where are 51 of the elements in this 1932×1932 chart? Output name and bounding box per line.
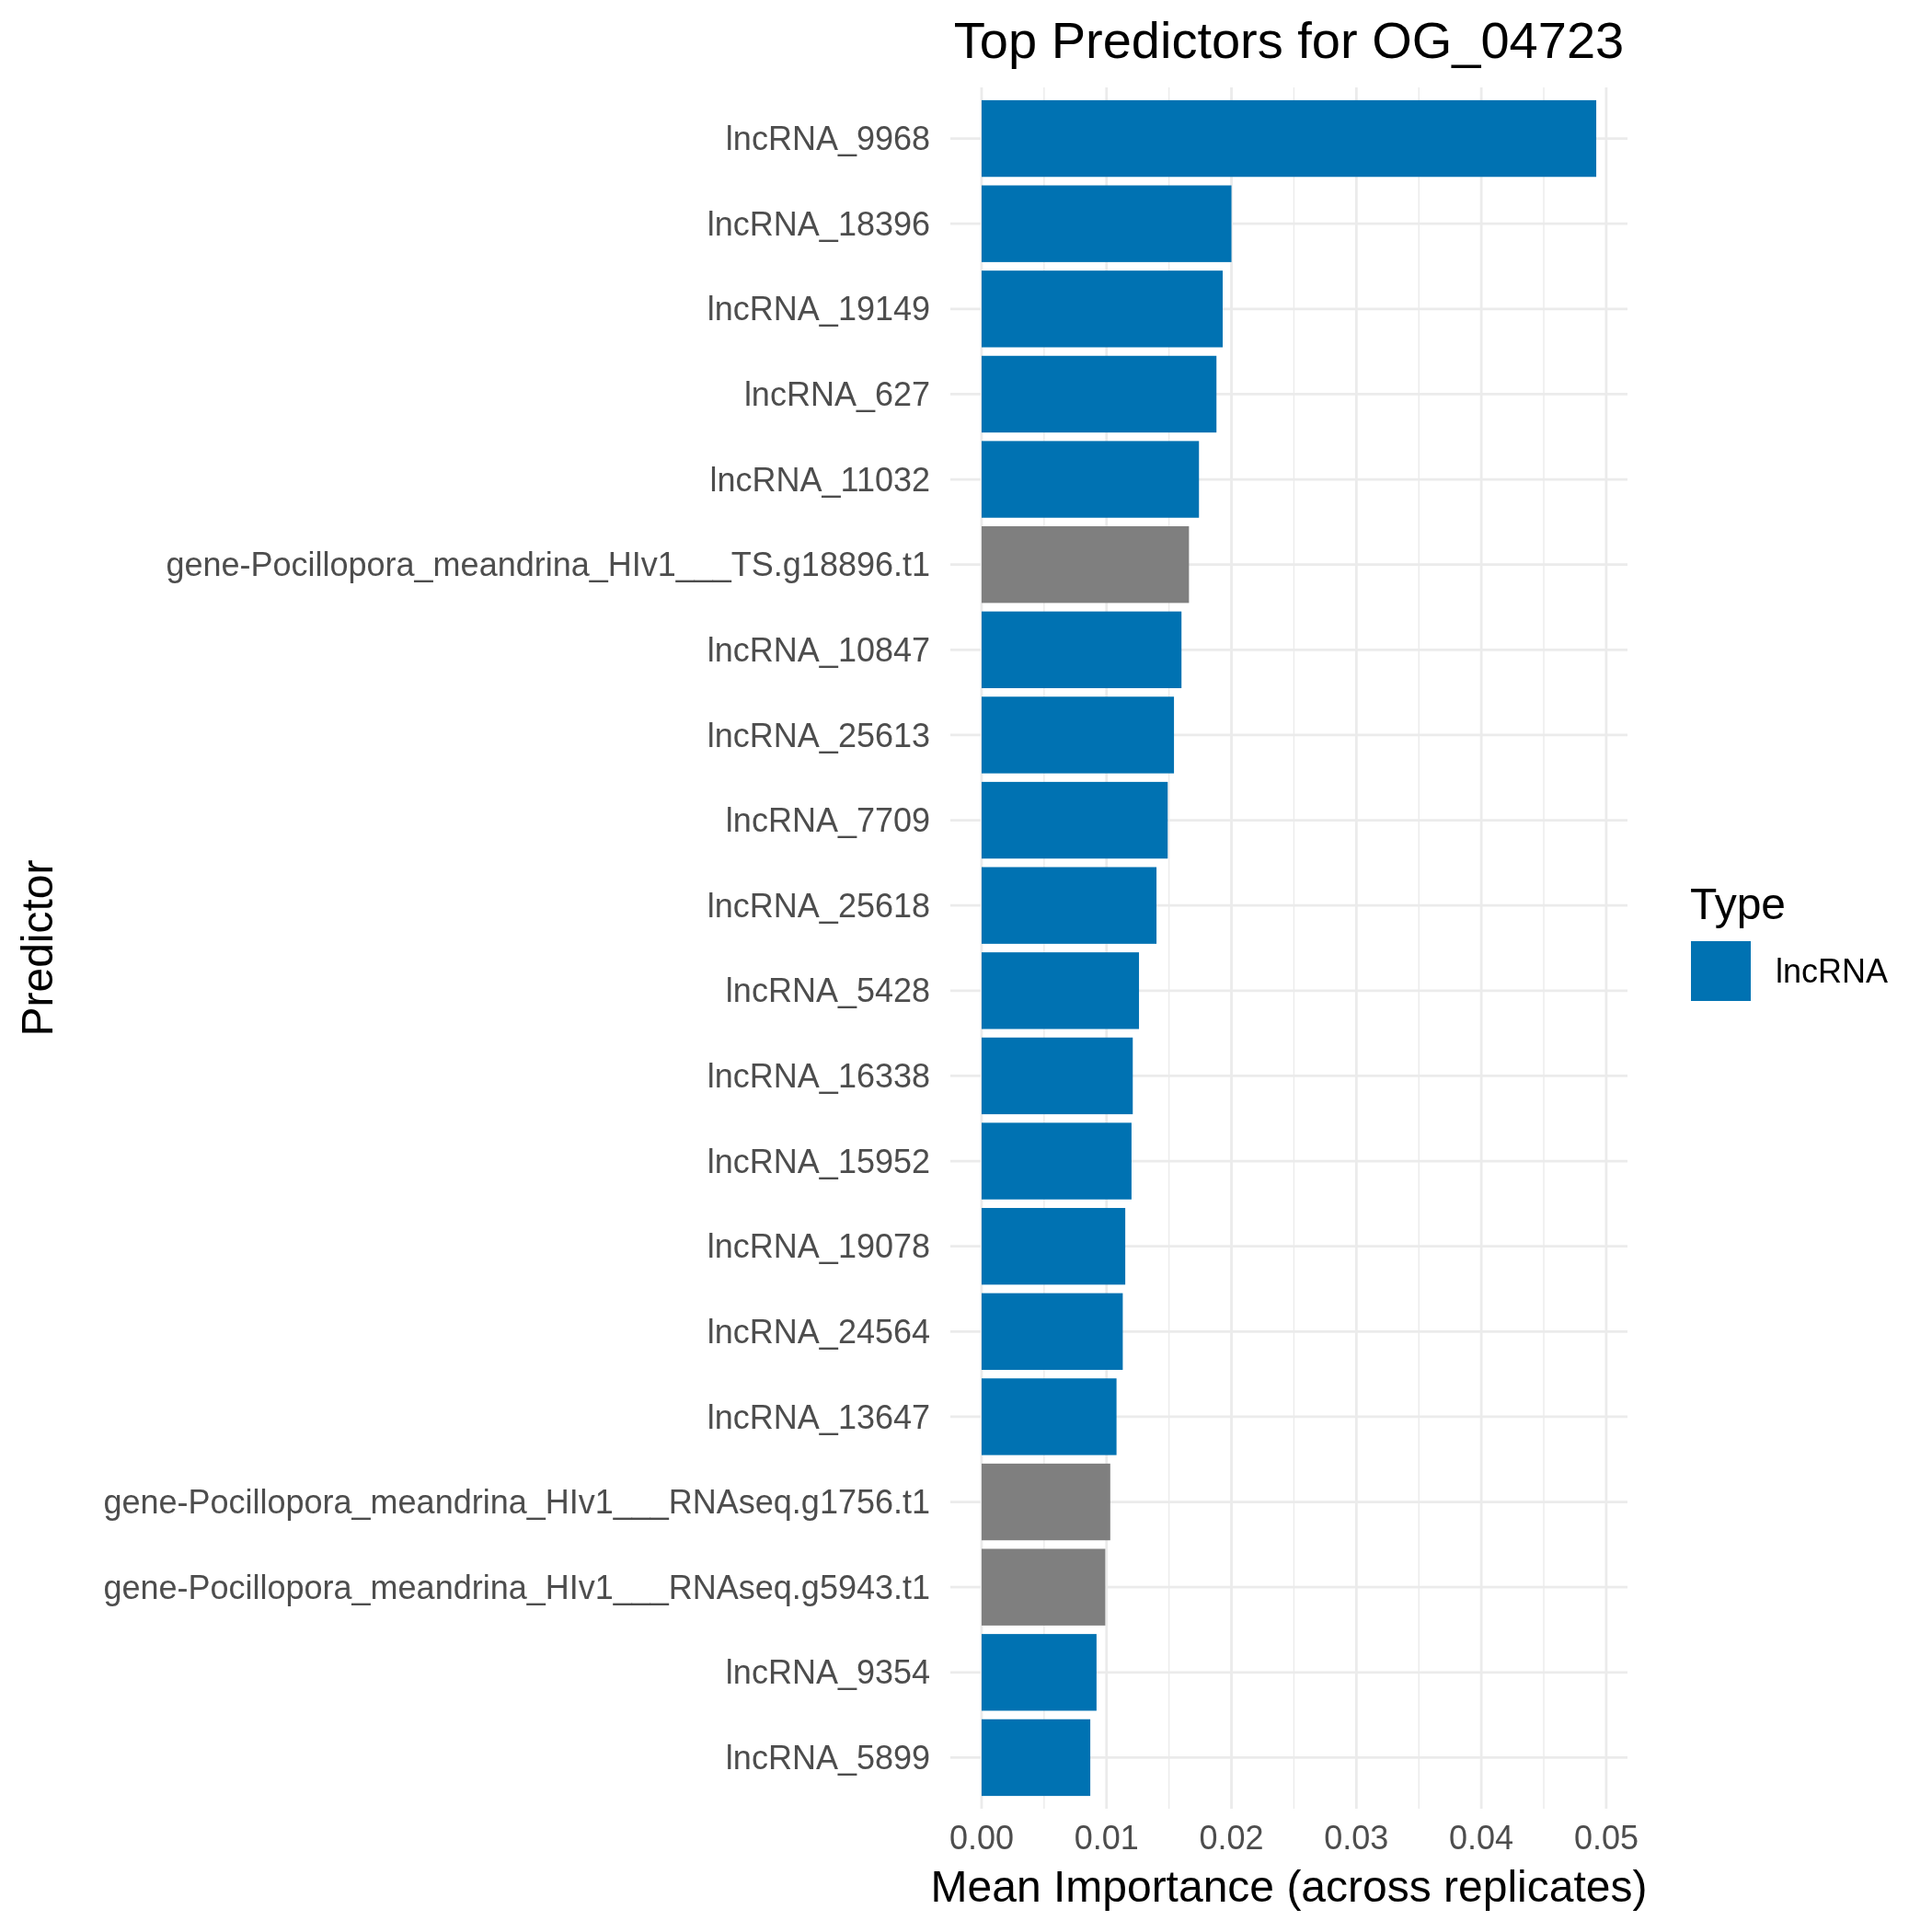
bar <box>981 1208 1126 1285</box>
legend-title: Type <box>1690 880 1787 928</box>
bar <box>981 1548 1106 1626</box>
y-tick-label: lncRNA_5899 <box>725 1739 930 1777</box>
y-tick-label: lncRNA_18396 <box>707 204 930 243</box>
bar <box>981 441 1200 518</box>
y-tick-label: lncRNA_627 <box>743 375 930 414</box>
bar <box>981 1634 1097 1711</box>
bar <box>981 526 1190 604</box>
x-tick-label: 0.05 <box>1573 1819 1639 1857</box>
bar <box>981 1122 1132 1200</box>
y-tick-label: lncRNA_9354 <box>725 1653 930 1692</box>
y-tick-label: lncRNA_11032 <box>709 460 930 499</box>
y-tick-label: gene-Pocillopora_meandrina_HIv1___RNAseq.g5943.t1 <box>103 1568 930 1606</box>
y-tick-label: lncRNA_7709 <box>725 801 930 840</box>
y-tick-label: lncRNA_16338 <box>707 1057 930 1096</box>
x-tick-label: 0.02 <box>1199 1819 1264 1857</box>
bar <box>981 1378 1117 1455</box>
y-tick-label: lncRNA_24564 <box>707 1312 930 1351</box>
y-tick-label: lncRNA_9968 <box>725 120 930 158</box>
y-tick-label: lncRNA_5428 <box>725 972 930 1010</box>
bar <box>981 270 1224 348</box>
y-tick-label: lncRNA_19078 <box>707 1227 930 1266</box>
y-tick-label: gene-Pocillopora_meandrina_HIv1___RNAseq.g1756.t1 <box>103 1483 930 1522</box>
bar <box>981 1293 1123 1370</box>
y-tick-label: lncRNA_25618 <box>707 886 930 925</box>
y-axis-title: Predictor <box>13 859 62 1037</box>
x-axis-title: Mean Importance (across replicates) <box>930 1862 1648 1911</box>
bar <box>981 867 1157 944</box>
y-tick-label: lncRNA_25613 <box>707 716 930 754</box>
y-tick-label: lncRNA_13647 <box>707 1397 930 1436</box>
y-tick-label: gene-Pocillopora_meandrina_HIv1___TS.g18896.t1 <box>166 546 930 584</box>
x-tick-label: 0.00 <box>949 1819 1014 1857</box>
legend-label: lncRNA <box>1776 952 1889 991</box>
x-tick-label: 0.03 <box>1324 1819 1389 1857</box>
bar <box>981 1719 1091 1797</box>
x-tick-label: 0.01 <box>1074 1819 1139 1857</box>
y-tick-label: lncRNA_15952 <box>707 1142 930 1180</box>
bar <box>981 781 1168 859</box>
bar <box>981 99 1597 178</box>
bar <box>981 952 1140 1029</box>
bar <box>981 1463 1110 1541</box>
bar <box>981 611 1182 688</box>
bar <box>981 185 1232 262</box>
y-tick-label: lncRNA_19149 <box>707 290 930 328</box>
x-tick-label: 0.04 <box>1449 1819 1514 1857</box>
chart-title: Top Predictors for OG_04723 <box>953 11 1625 69</box>
bar <box>981 696 1175 774</box>
bar <box>981 355 1217 433</box>
bar <box>981 1037 1133 1115</box>
y-tick-label: lncRNA_10847 <box>707 630 930 669</box>
